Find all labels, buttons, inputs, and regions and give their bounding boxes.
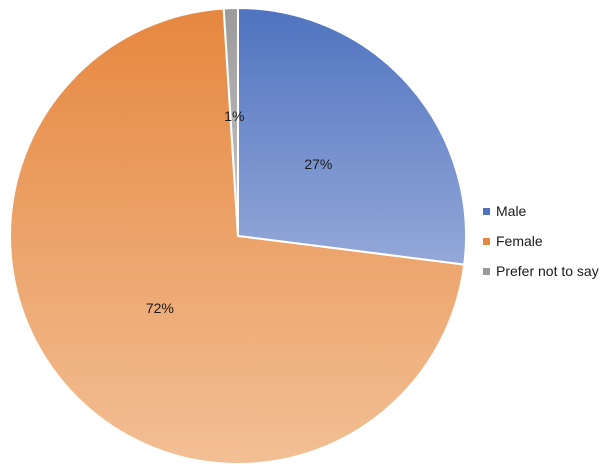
legend-item-male: Male [483,196,599,226]
legend-item-female: Female [483,226,599,256]
legend-item-prefer-not-to-say: Prefer not to say [483,256,599,286]
legend-label-prefer-not-to-say: Prefer not to say [496,263,599,279]
data-label-male: 27% [304,156,332,172]
legend: Male Female Prefer not to say [483,196,599,286]
data-label-prefer-not-to-say: 1% [224,108,244,124]
legend-swatch-female [483,237,490,245]
legend-label-male: Male [496,203,527,219]
data-label-female: 72% [146,300,174,316]
legend-swatch-male [483,207,490,215]
pie-slice-female [9,7,466,465]
pie-slice-male [237,6,467,266]
legend-label-female: Female [496,233,543,249]
pie-slice-prefer-not-to-say [222,6,239,237]
legend-swatch-prefer-not-to-say [483,267,490,275]
